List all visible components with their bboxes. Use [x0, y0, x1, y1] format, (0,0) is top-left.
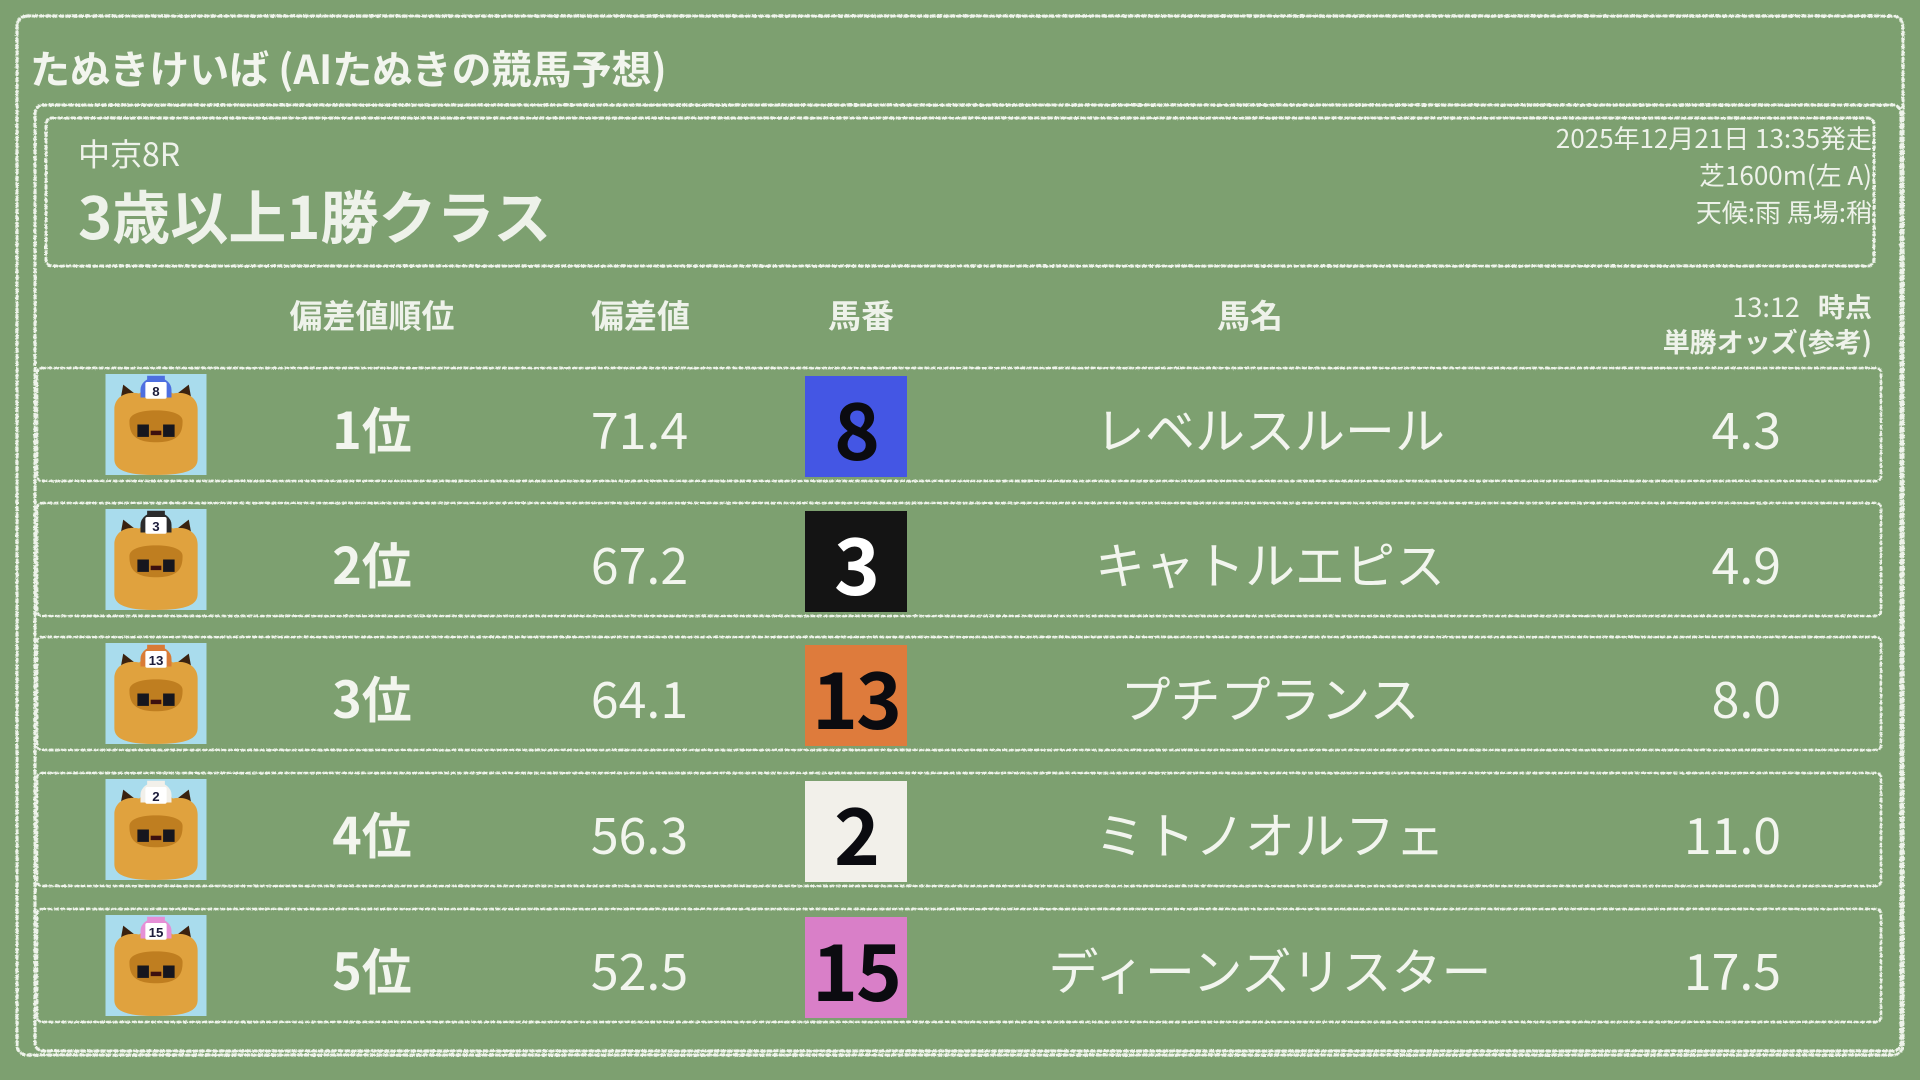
svg-text:15: 15 — [149, 925, 164, 940]
